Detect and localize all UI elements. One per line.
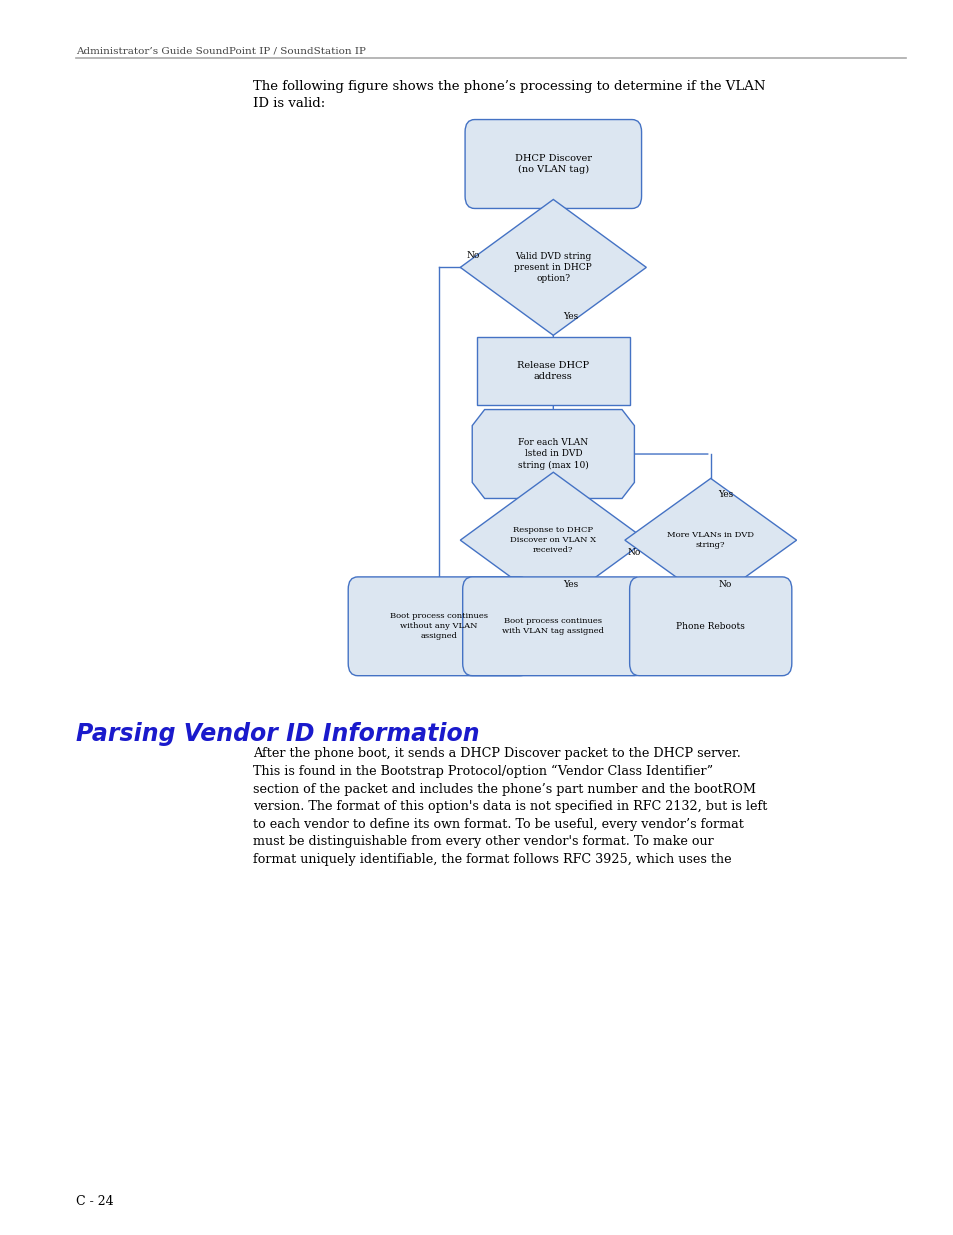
Text: Parsing Vendor ID Information: Parsing Vendor ID Information [76, 722, 479, 746]
Text: DHCP Discover
(no VLAN tag): DHCP Discover (no VLAN tag) [515, 154, 591, 174]
Text: No: No [627, 548, 640, 557]
Text: For each VLAN
lsted in DVD
string (max 10): For each VLAN lsted in DVD string (max 1… [517, 438, 588, 469]
Text: Boot process continues
with VLAN tag assigned: Boot process continues with VLAN tag ass… [502, 618, 603, 635]
Text: No: No [718, 580, 731, 589]
Text: Administrator’s Guide SoundPoint IP / SoundStation IP: Administrator’s Guide SoundPoint IP / So… [76, 47, 366, 56]
Text: After the phone boot, it sends a DHCP Discover packet to the DHCP server.
This i: After the phone boot, it sends a DHCP Di… [253, 747, 766, 866]
FancyBboxPatch shape [476, 337, 629, 405]
FancyBboxPatch shape [629, 577, 791, 676]
FancyBboxPatch shape [348, 577, 529, 676]
Polygon shape [460, 199, 646, 336]
Polygon shape [472, 410, 634, 499]
Text: Response to DHCP
Discover on VLAN X
received?: Response to DHCP Discover on VLAN X rece… [510, 526, 596, 555]
Text: The following figure shows the phone’s processing to determine if the VLAN
ID is: The following figure shows the phone’s p… [253, 80, 764, 110]
Polygon shape [460, 472, 646, 608]
Text: Valid DVD string
present in DHCP
option?: Valid DVD string present in DHCP option? [514, 252, 592, 283]
FancyBboxPatch shape [465, 120, 641, 209]
Text: More VLANs in DVD
string?: More VLANs in DVD string? [666, 531, 754, 550]
Text: No: No [466, 251, 480, 259]
Text: Yes: Yes [562, 311, 578, 321]
Text: C - 24: C - 24 [76, 1194, 113, 1208]
Text: Yes: Yes [562, 580, 578, 589]
Text: Boot process continues
without any VLAN
assigned: Boot process continues without any VLAN … [390, 613, 487, 640]
Text: Phone Reboots: Phone Reboots [676, 621, 744, 631]
Text: Yes: Yes [718, 490, 733, 499]
Polygon shape [624, 478, 796, 601]
FancyBboxPatch shape [462, 577, 643, 676]
Text: Release DHCP
address: Release DHCP address [517, 361, 589, 380]
